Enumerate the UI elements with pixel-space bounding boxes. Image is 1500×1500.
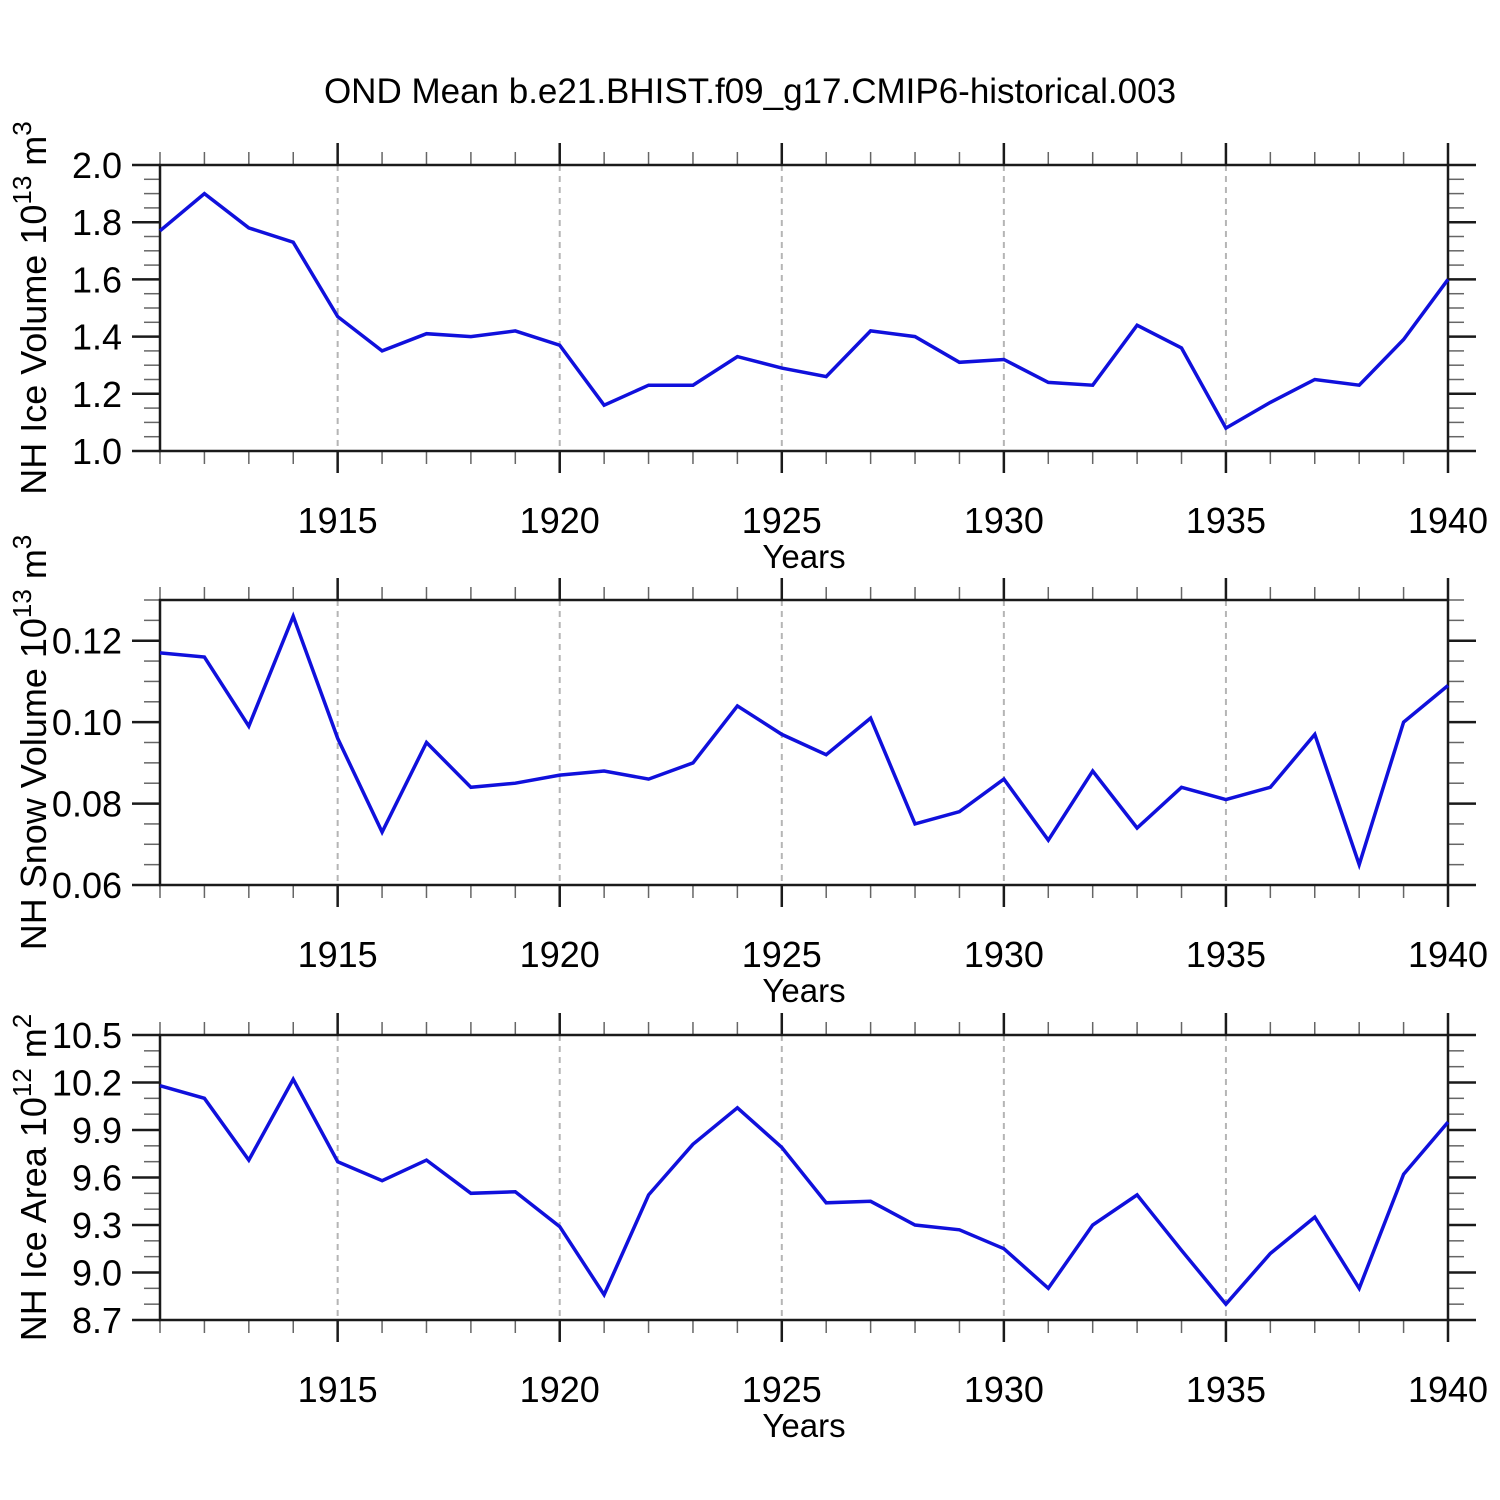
x-tick-label: 1915 [298, 934, 378, 975]
x-tick-label: 1935 [1186, 500, 1266, 541]
y-tick-label: 9.9 [72, 1110, 122, 1151]
x-tick-label: 1920 [520, 500, 600, 541]
y-tick-label: 9.6 [72, 1158, 122, 1199]
x-tick-label: 1935 [1186, 1369, 1266, 1410]
x-axis-title: Years [762, 538, 845, 575]
y-tick-label: 1.0 [72, 431, 122, 472]
x-tick-label: 1940 [1408, 934, 1488, 975]
x-axis-title: Years [762, 1407, 845, 1444]
snow-volume-series-line [159, 611, 1450, 871]
x-tick-label: 1925 [742, 934, 822, 975]
y-axis-title: NH Ice Volume 1013 m3 [7, 121, 54, 495]
y-ticks [132, 1033, 1476, 1322]
y-tick-label: 2.0 [72, 145, 122, 186]
x-tick-label: 1925 [742, 500, 822, 541]
x-tick-label: 1920 [520, 934, 600, 975]
y-tick-label: 0.12 [52, 621, 122, 662]
ice-volume-panel: 1.0 1.2 1.4 1.6 1.8 2.0 1915 1920 1925 1930 1935 19… [7, 121, 1488, 575]
x-axis-title: Years [762, 972, 845, 1009]
x-tick-label: 1930 [964, 500, 1044, 541]
x-ticks [159, 143, 1450, 473]
gridlines [336, 600, 1227, 885]
y-axis-title: NH Ice Area 1012 m2 [7, 1014, 54, 1342]
x-tick-label: 1940 [1408, 500, 1488, 541]
x-tick-label: 1925 [742, 1369, 822, 1410]
x-tick-label: 1930 [964, 1369, 1044, 1410]
y-tick-label: 1.2 [72, 374, 122, 415]
y-tick-label: 9.3 [72, 1205, 122, 1246]
x-tick-label: 1940 [1408, 1369, 1488, 1410]
x-tick-label: 1935 [1186, 934, 1266, 975]
chart-title: OND Mean b.e21.BHIST.f09_g17.CMIP6-histo… [324, 72, 1176, 111]
ice-area-series-line [159, 1075, 1450, 1307]
plot-frame [158, 1033, 1450, 1322]
plot-frame [158, 163, 1450, 453]
x-ticks [159, 1013, 1450, 1342]
y-tick-label: 10.5 [52, 1015, 122, 1056]
y-tick-label: 9.0 [72, 1253, 122, 1294]
gridlines [336, 1035, 1227, 1320]
gridlines [336, 165, 1227, 451]
y-ticks [132, 599, 1476, 887]
y-axis-title: NH Snow Volume 1013 m3 [7, 535, 54, 951]
y-tick-label: 8.7 [72, 1300, 122, 1341]
y-tick-label: 0.08 [52, 784, 122, 825]
y-tick-label: 10.2 [52, 1063, 122, 1104]
plot-frame [158, 598, 1450, 887]
snow-volume-panel: 0.06 0.08 0.10 0.12 1915 1920 1925 1930 1935 1940… [7, 535, 1488, 1009]
y-tick-label: 1.6 [72, 259, 122, 300]
ice-area-panel: 8.7 9.0 9.3 9.6 9.9 10.2 10.5 1915 1920 1925 1930 1… [7, 1013, 1488, 1444]
x-tick-label: 1920 [520, 1369, 600, 1410]
y-tick-label: 0.06 [52, 865, 122, 906]
x-ticks [159, 578, 1450, 907]
y-tick-label: 1.4 [72, 317, 122, 358]
y-tick-label: 1.8 [72, 202, 122, 243]
x-tick-label: 1915 [298, 500, 378, 541]
y-ticks [132, 163, 1476, 453]
y-tick-label: 0.10 [52, 702, 122, 743]
x-tick-label: 1930 [964, 934, 1044, 975]
x-tick-label: 1915 [298, 1369, 378, 1410]
ice-volume-series-line [158, 191, 1450, 431]
